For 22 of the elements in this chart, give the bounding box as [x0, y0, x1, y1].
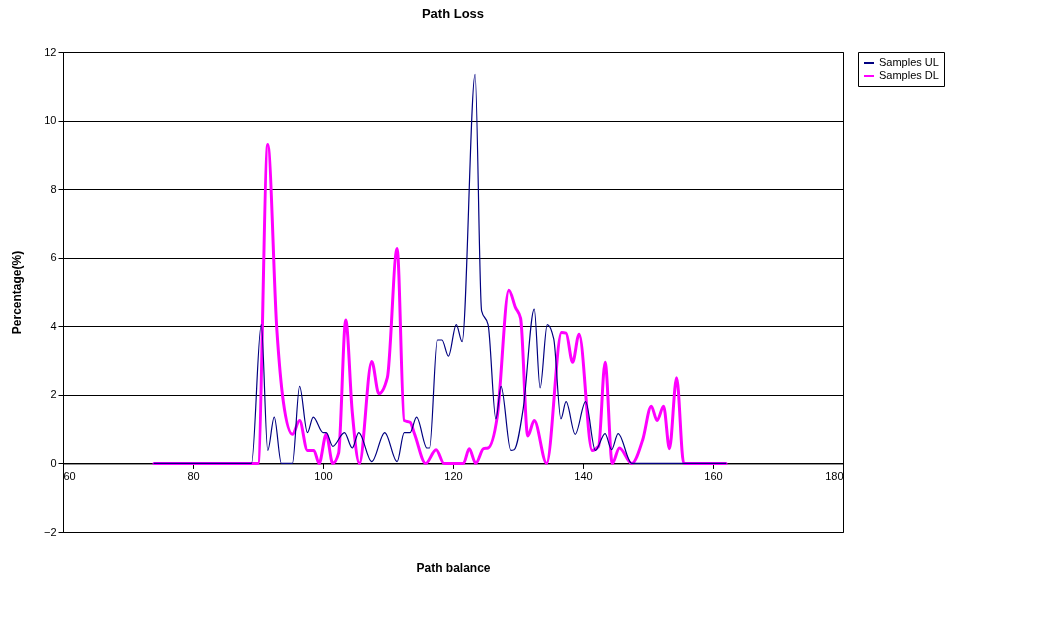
x-tick-label: 80: [187, 469, 200, 482]
y-tick-label: 12: [44, 45, 57, 58]
x-tick-label: 160: [704, 469, 723, 482]
y-axis-title: Percentage(%): [9, 250, 24, 335]
y-tick-label: 8: [50, 182, 57, 195]
y-tick-label: 0: [50, 456, 57, 469]
y-tick-label: −2: [43, 525, 57, 538]
x-tick-label: 140: [574, 469, 593, 482]
x-tick-label: 120: [444, 469, 463, 482]
line-series: [152, 143, 728, 465]
x-tick-label: 60: [63, 469, 76, 482]
chart-title: Path Loss: [421, 6, 485, 21]
line-series: [153, 73, 727, 465]
legend-label: Samples UL: [879, 56, 939, 68]
x-tick-label: 100: [314, 469, 333, 482]
y-tick-label: 2: [50, 388, 57, 401]
y-tick-label: 6: [50, 251, 57, 264]
y-tick-label: 10: [44, 114, 57, 127]
x-tick-label: 180: [825, 469, 844, 482]
y-tick-label: 4: [50, 319, 57, 332]
x-axis-title: Path balance: [416, 560, 491, 575]
legend-label: Samples DL: [879, 69, 939, 81]
